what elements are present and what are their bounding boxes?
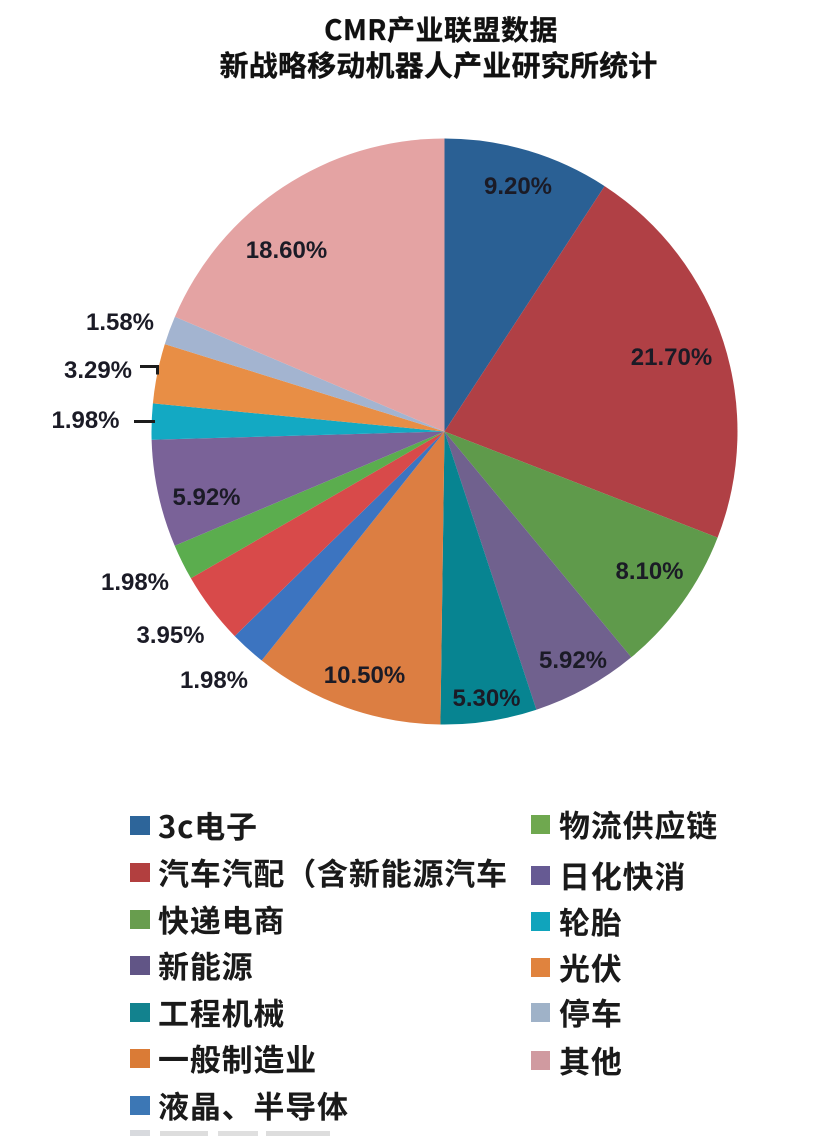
svg-text:21.70%: 21.70% <box>631 344 712 371</box>
svg-text:9.20%: 9.20% <box>484 173 552 200</box>
svg-text:1.98%: 1.98% <box>101 569 169 596</box>
svg-text:1.58%: 1.58% <box>86 309 154 336</box>
svg-text:10.50%: 10.50% <box>324 662 405 689</box>
svg-text:3.95%: 3.95% <box>136 622 204 649</box>
svg-text:5.92%: 5.92% <box>172 484 240 511</box>
svg-text:18.60%: 18.60% <box>246 237 327 264</box>
svg-text:5.30%: 5.30% <box>452 685 520 712</box>
svg-text:1.98%: 1.98% <box>180 667 248 694</box>
svg-text:8.10%: 8.10% <box>615 558 683 585</box>
svg-text:3.29%: 3.29% <box>64 357 132 384</box>
svg-text:5.92%: 5.92% <box>539 647 607 674</box>
svg-text:1.98%: 1.98% <box>51 407 119 434</box>
